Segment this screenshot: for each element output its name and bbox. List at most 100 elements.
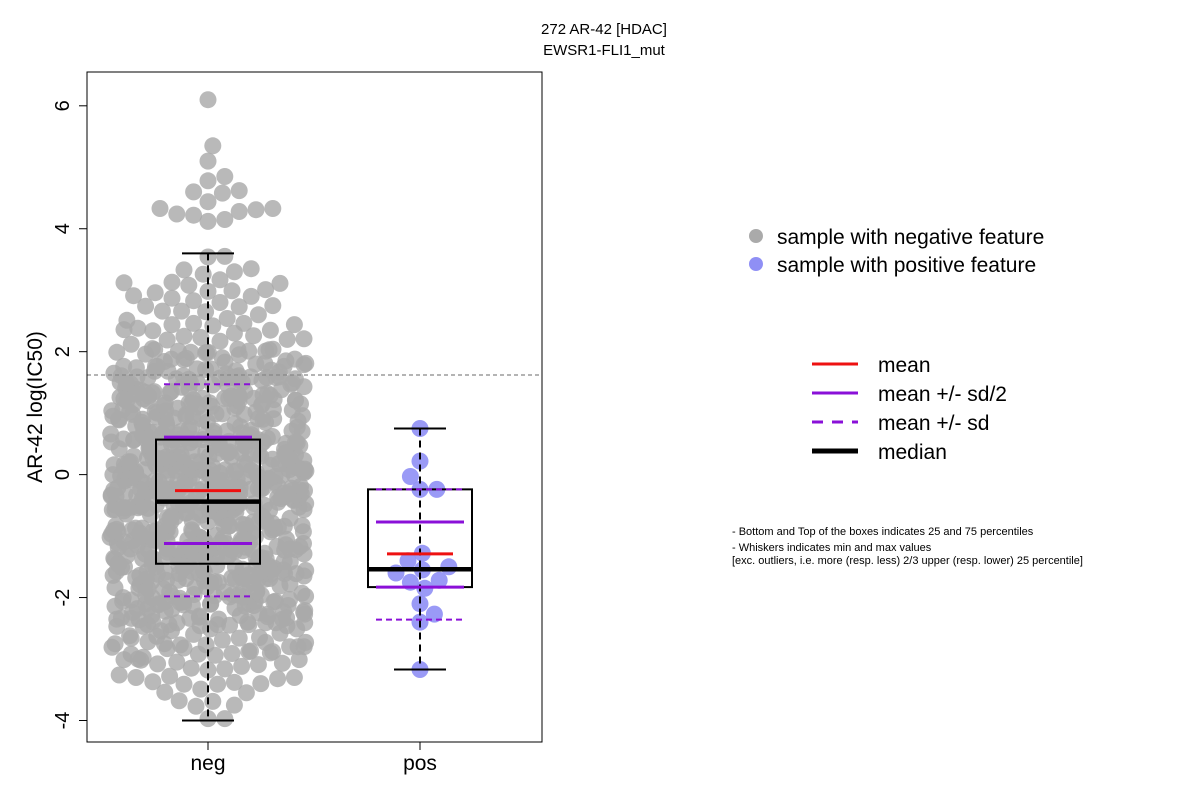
- point-pos: [399, 552, 417, 570]
- point-neg: [273, 654, 291, 672]
- point-pos: [430, 571, 448, 589]
- chart-title-line1: 272 AR-42 [HDAC]: [541, 21, 667, 38]
- point-neg: [278, 330, 296, 348]
- point-neg: [173, 302, 191, 320]
- point-neg: [249, 306, 267, 324]
- stats-layer: [87, 252, 542, 722]
- point-neg: [269, 670, 287, 688]
- point-neg: [225, 263, 243, 281]
- point-neg: [185, 183, 203, 201]
- point-neg: [143, 340, 161, 358]
- point-neg: [199, 710, 217, 728]
- y-tick-label: -4: [52, 712, 74, 730]
- point-neg: [199, 661, 217, 679]
- point-neg: [296, 602, 314, 619]
- y-tick-label: 6: [52, 100, 74, 111]
- point-neg: [121, 627, 139, 645]
- point-neg: [144, 322, 162, 340]
- point-neg: [242, 287, 260, 305]
- point-neg: [127, 359, 145, 377]
- point-pos: [425, 605, 443, 623]
- point-neg: [223, 645, 241, 662]
- point-neg: [197, 636, 215, 654]
- point-neg: [257, 281, 275, 299]
- point-neg: [216, 461, 234, 479]
- legend-label-positive: sample with positive feature: [777, 254, 1036, 277]
- point-neg: [185, 292, 203, 310]
- point-neg: [218, 310, 236, 327]
- point-neg: [211, 294, 229, 311]
- point-neg: [216, 247, 234, 265]
- point-neg: [118, 311, 136, 329]
- point-neg: [245, 327, 263, 345]
- point-pos: [411, 452, 429, 470]
- point-neg: [230, 182, 248, 200]
- point-neg: [163, 273, 181, 291]
- point-neg: [199, 193, 217, 211]
- point-pos: [440, 558, 458, 576]
- point-neg: [225, 673, 243, 691]
- legend-label-sd: mean +/- sd: [878, 412, 989, 435]
- point-neg: [182, 659, 200, 677]
- point-neg: [295, 330, 313, 348]
- point-neg: [210, 610, 228, 628]
- point-neg: [216, 660, 234, 678]
- point-neg: [182, 343, 200, 361]
- point-neg: [266, 592, 284, 610]
- point-neg: [153, 302, 171, 320]
- point-neg: [163, 316, 181, 334]
- point-neg: [122, 645, 140, 663]
- point-neg: [168, 205, 186, 223]
- legend-marker-negative: [749, 229, 763, 243]
- point-neg: [169, 342, 187, 360]
- point-neg: [204, 137, 222, 155]
- point-neg: [199, 212, 217, 230]
- point-neg: [174, 367, 192, 385]
- axes-layer: -4 -2 0 2 4 6 neg pos: [52, 100, 437, 775]
- chart-title-line2: EWSR1-FLI1_mut: [543, 42, 666, 59]
- point-neg: [290, 651, 308, 669]
- point-neg: [127, 669, 145, 686]
- point-neg: [235, 314, 253, 332]
- point-neg: [213, 631, 231, 649]
- point-neg: [256, 354, 274, 372]
- point-neg: [149, 655, 167, 673]
- point-neg: [263, 428, 281, 445]
- point-neg: [297, 633, 315, 651]
- plot-frame: [86, 71, 543, 743]
- point-neg: [271, 274, 289, 292]
- y-tick-label: 0: [52, 469, 74, 480]
- point-neg: [211, 332, 229, 350]
- point-neg: [115, 274, 133, 292]
- point-neg: [264, 200, 282, 217]
- point-neg: [199, 91, 217, 109]
- point-neg: [229, 340, 247, 358]
- point-neg: [242, 642, 259, 660]
- point-neg: [285, 316, 303, 334]
- point-neg: [230, 629, 248, 647]
- y-tick-label: 2: [52, 346, 74, 357]
- point-neg: [125, 287, 143, 305]
- point-neg: [242, 260, 260, 278]
- point-neg: [213, 349, 231, 367]
- point-neg: [175, 261, 193, 279]
- point-neg: [110, 666, 128, 684]
- point-neg: [115, 430, 133, 448]
- point-neg: [102, 425, 120, 443]
- point-neg: [216, 211, 234, 228]
- point-neg: [216, 710, 234, 728]
- point-neg: [188, 360, 206, 378]
- point-neg: [259, 385, 276, 402]
- point-neg: [216, 168, 234, 185]
- point-neg: [202, 360, 220, 378]
- point-neg: [264, 340, 282, 358]
- point-neg: [225, 696, 243, 714]
- point-neg: [145, 383, 163, 401]
- point-neg: [125, 447, 143, 465]
- point-neg: [252, 675, 270, 693]
- point-neg: [230, 298, 248, 316]
- note-line-3: [exc. outliers, i.e. more (resp. less) 2…: [732, 555, 1083, 567]
- point-neg: [163, 289, 181, 307]
- points-layer: [101, 91, 458, 728]
- x-tick-label-neg: neg: [190, 752, 225, 775]
